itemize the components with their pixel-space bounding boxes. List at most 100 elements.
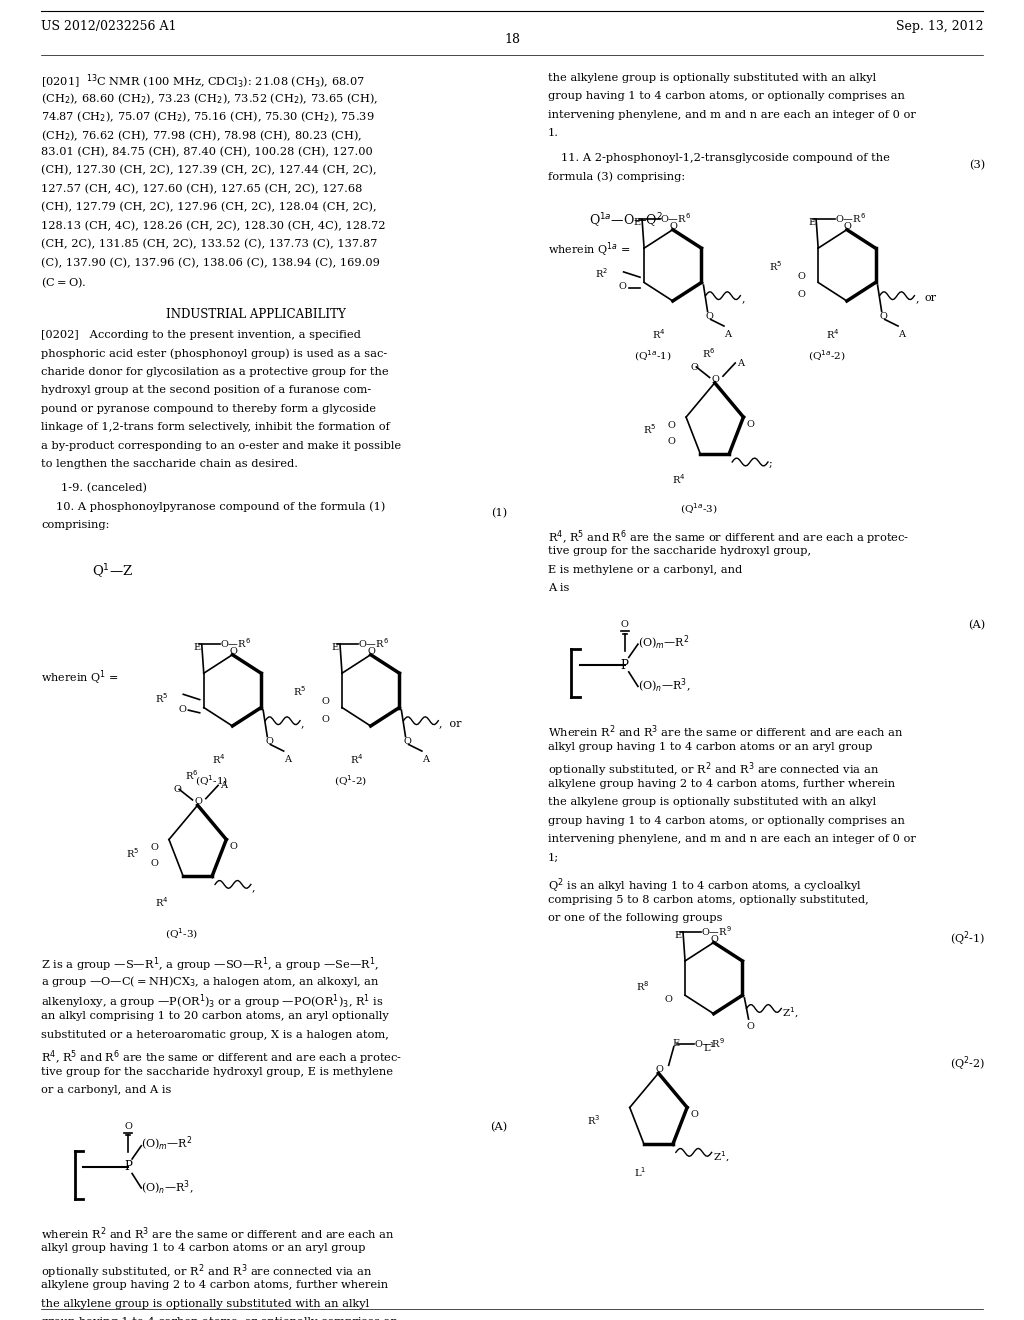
Text: O: O [229,842,238,851]
Text: (O)$_m$—R$^2$: (O)$_m$—R$^2$ [638,634,689,652]
Text: (CH, 2C), 131.85 (CH, 2C), 133.52 (C), 137.73 (C), 137.87: (CH, 2C), 131.85 (CH, 2C), 133.52 (C), 1… [41,239,377,249]
Text: O: O [665,995,673,1005]
Text: O—R$^6$: O—R$^6$ [220,636,251,649]
Text: (CH$_2$), 76.62 (CH), 77.98 (CH), 78.98 (CH), 80.23 (CH),: (CH$_2$), 76.62 (CH), 77.98 (CH), 78.98 … [41,128,362,143]
Text: 11. A 2-phosphonoyl-1,2-transglycoside compound of the: 11. A 2-phosphonoyl-1,2-transglycoside c… [561,153,890,164]
Text: [0202]   According to the present invention, a specified: [0202] According to the present inventio… [41,330,360,341]
Text: R$^5$: R$^5$ [643,422,656,436]
Text: (CH), 127.30 (CH, 2C), 127.39 (CH, 2C), 127.44 (CH, 2C),: (CH), 127.30 (CH, 2C), 127.39 (CH, 2C), … [41,165,377,176]
Text: E: E [675,931,682,940]
Text: ,: , [301,718,304,729]
Text: US 2012/0232256 A1: US 2012/0232256 A1 [41,20,176,33]
Text: O: O [711,935,719,944]
Text: R$^5$: R$^5$ [769,259,782,272]
Text: substituted or a heteroaromatic group, X is a halogen atom,: substituted or a heteroaromatic group, X… [41,1030,389,1040]
Text: the alkylene group is optionally substituted with an alkyl: the alkylene group is optionally substit… [41,1299,369,1309]
Text: O—R$^6$: O—R$^6$ [660,211,691,224]
Text: A is: A is [548,583,569,594]
Text: group having 1 to 4 carbon atoms, or optionally comprises an: group having 1 to 4 carbon atoms, or opt… [548,91,905,102]
Text: L$^1$: L$^1$ [634,1166,646,1179]
Text: O: O [322,697,330,706]
Text: O: O [712,375,720,384]
Text: E is methylene or a carbonyl, and: E is methylene or a carbonyl, and [548,565,742,576]
Text: Z is a group —S—R$^1$, a group —SO—R$^1$, a group —Se—R$^1$,: Z is a group —S—R$^1$, a group —SO—R$^1$… [41,956,379,974]
Text: formula (3) comprising:: formula (3) comprising: [548,172,685,182]
Text: intervening phenylene, and m and n are each an integer of 0 or: intervening phenylene, and m and n are e… [548,110,915,120]
Text: R$^4$: R$^4$ [350,752,364,766]
Text: tive group for the saccharide hydroxyl group,: tive group for the saccharide hydroxyl g… [548,546,811,557]
Text: R$^2$: R$^2$ [595,267,608,280]
Text: ,: , [915,293,919,304]
Text: R$^4$: R$^4$ [155,895,168,908]
Text: or one of the following groups: or one of the following groups [548,913,722,924]
Text: R$^4$: R$^4$ [672,473,685,486]
Text: O: O [798,272,806,281]
Text: (Q$^1$-1): (Q$^1$-1) [196,774,228,788]
Text: R$^4$, R$^5$ and R$^6$ are the same or different and are each a protec-: R$^4$, R$^5$ and R$^6$ are the same or d… [41,1048,402,1067]
Text: 1-9. (canceled): 1-9. (canceled) [61,483,147,494]
Text: R$^4$: R$^4$ [652,327,666,341]
Text: alkyl group having 1 to 4 carbon atoms or an aryl group: alkyl group having 1 to 4 carbon atoms o… [41,1243,366,1254]
Text: alkyl group having 1 to 4 carbon atoms or an aryl group: alkyl group having 1 to 4 carbon atoms o… [548,742,872,752]
Text: optionally substituted, or R$^2$ and R$^3$ are connected via an: optionally substituted, or R$^2$ and R$^… [548,760,879,779]
Text: (Q$^{1a}$-1): (Q$^{1a}$-1) [634,348,671,363]
Text: A: A [422,755,429,764]
Text: O: O [798,290,806,300]
Text: O: O [229,647,238,656]
Text: E: E [634,218,641,227]
Text: 1.: 1. [548,128,559,139]
Text: E: E [673,1039,680,1048]
Text: ,: , [252,882,255,892]
Text: (CH$_2$), 68.60 (CH$_2$), 73.23 (CH$_2$), 73.52 (CH$_2$), 73.65 (CH),: (CH$_2$), 68.60 (CH$_2$), 73.23 (CH$_2$)… [41,91,378,106]
Text: alkenyloxy, a group —P(OR$^1$)$_3$ or a group —PO(OR$^1$)$_3$, R$^1$ is: alkenyloxy, a group —P(OR$^1$)$_3$ or a … [41,993,384,1011]
Text: ;: ; [769,459,773,470]
Text: 74.87 (CH$_2$), 75.07 (CH$_2$), 75.16 (CH), 75.30 (CH$_2$), 75.39: 74.87 (CH$_2$), 75.07 (CH$_2$), 75.16 (C… [41,110,375,124]
Text: intervening phenylene, and m and n are each an integer of 0 or: intervening phenylene, and m and n are e… [548,834,915,845]
Text: linkage of 1,2-trans form selectively, inhibit the formation of: linkage of 1,2-trans form selectively, i… [41,422,390,433]
Text: 83.01 (CH), 84.75 (CH), 87.40 (CH), 100.28 (CH), 127.00: 83.01 (CH), 84.75 (CH), 87.40 (CH), 100.… [41,147,373,157]
Text: ,  or: , or [439,718,462,729]
Text: R$^4$: R$^4$ [212,752,225,766]
Text: O—R$^9$: O—R$^9$ [701,924,732,937]
Text: (3): (3) [969,160,985,170]
Text: alkylene group having 2 to 4 carbon atoms, further wherein: alkylene group having 2 to 4 carbon atom… [548,779,895,789]
Text: Q$^2$ is an alkyl having 1 to 4 carbon atoms, a cycloalkyl: Q$^2$ is an alkyl having 1 to 4 carbon a… [548,876,862,895]
Text: (O)$_n$—R$^3$,: (O)$_n$—R$^3$, [141,1179,194,1197]
Text: comprising:: comprising: [41,520,110,531]
Text: Q$^1$—Z: Q$^1$—Z [92,562,133,581]
Text: O: O [178,705,186,714]
Text: E: E [808,218,815,227]
Text: (Q$^2$-2): (Q$^2$-2) [950,1055,985,1073]
Text: O: O [655,1065,664,1074]
Text: (Q$^2$-1): (Q$^2$-1) [950,929,985,948]
Text: O: O [173,785,181,795]
Text: wherein Q$^{1a}$ =: wherein Q$^{1a}$ = [548,240,630,259]
Text: O—R$^6$: O—R$^6$ [835,211,865,224]
Text: (O)$_n$—R$^3$,: (O)$_n$—R$^3$, [638,677,690,696]
Text: R$^4$: R$^4$ [826,327,840,341]
Text: E: E [194,643,201,652]
Text: E: E [332,643,339,652]
Text: (A): (A) [968,620,985,631]
Text: (CH), 127.79 (CH, 2C), 127.96 (CH, 2C), 128.04 (CH, 2C),: (CH), 127.79 (CH, 2C), 127.96 (CH, 2C), … [41,202,377,213]
Text: O: O [403,737,412,746]
Text: 128.13 (CH, 4C), 128.26 (CH, 2C), 128.30 (CH, 4C), 128.72: 128.13 (CH, 4C), 128.26 (CH, 2C), 128.30… [41,220,385,231]
Text: O: O [746,1022,755,1031]
Text: O: O [746,420,755,429]
Text: phosphoric acid ester (phosphonoyl group) is used as a sac-: phosphoric acid ester (phosphonoyl group… [41,348,387,359]
Text: A: A [220,781,227,791]
Text: Z$^1$,: Z$^1$, [713,1150,729,1164]
Text: O: O [322,715,330,725]
Text: (Q$^{1a}$-3): (Q$^{1a}$-3) [680,502,717,516]
Text: R$^5$: R$^5$ [155,692,168,705]
Text: O: O [844,222,852,231]
Text: A: A [898,330,905,339]
Text: R$^5$: R$^5$ [293,684,306,697]
Text: A: A [284,755,291,764]
Text: L$^1$: L$^1$ [703,1040,716,1053]
Text: O—R$^6$: O—R$^6$ [358,636,389,649]
Text: R$^3$: R$^3$ [587,1113,600,1126]
Text: O: O [668,421,676,430]
Text: R$^5$: R$^5$ [126,846,139,859]
Text: wherein Q$^1$ =: wherein Q$^1$ = [41,668,119,686]
